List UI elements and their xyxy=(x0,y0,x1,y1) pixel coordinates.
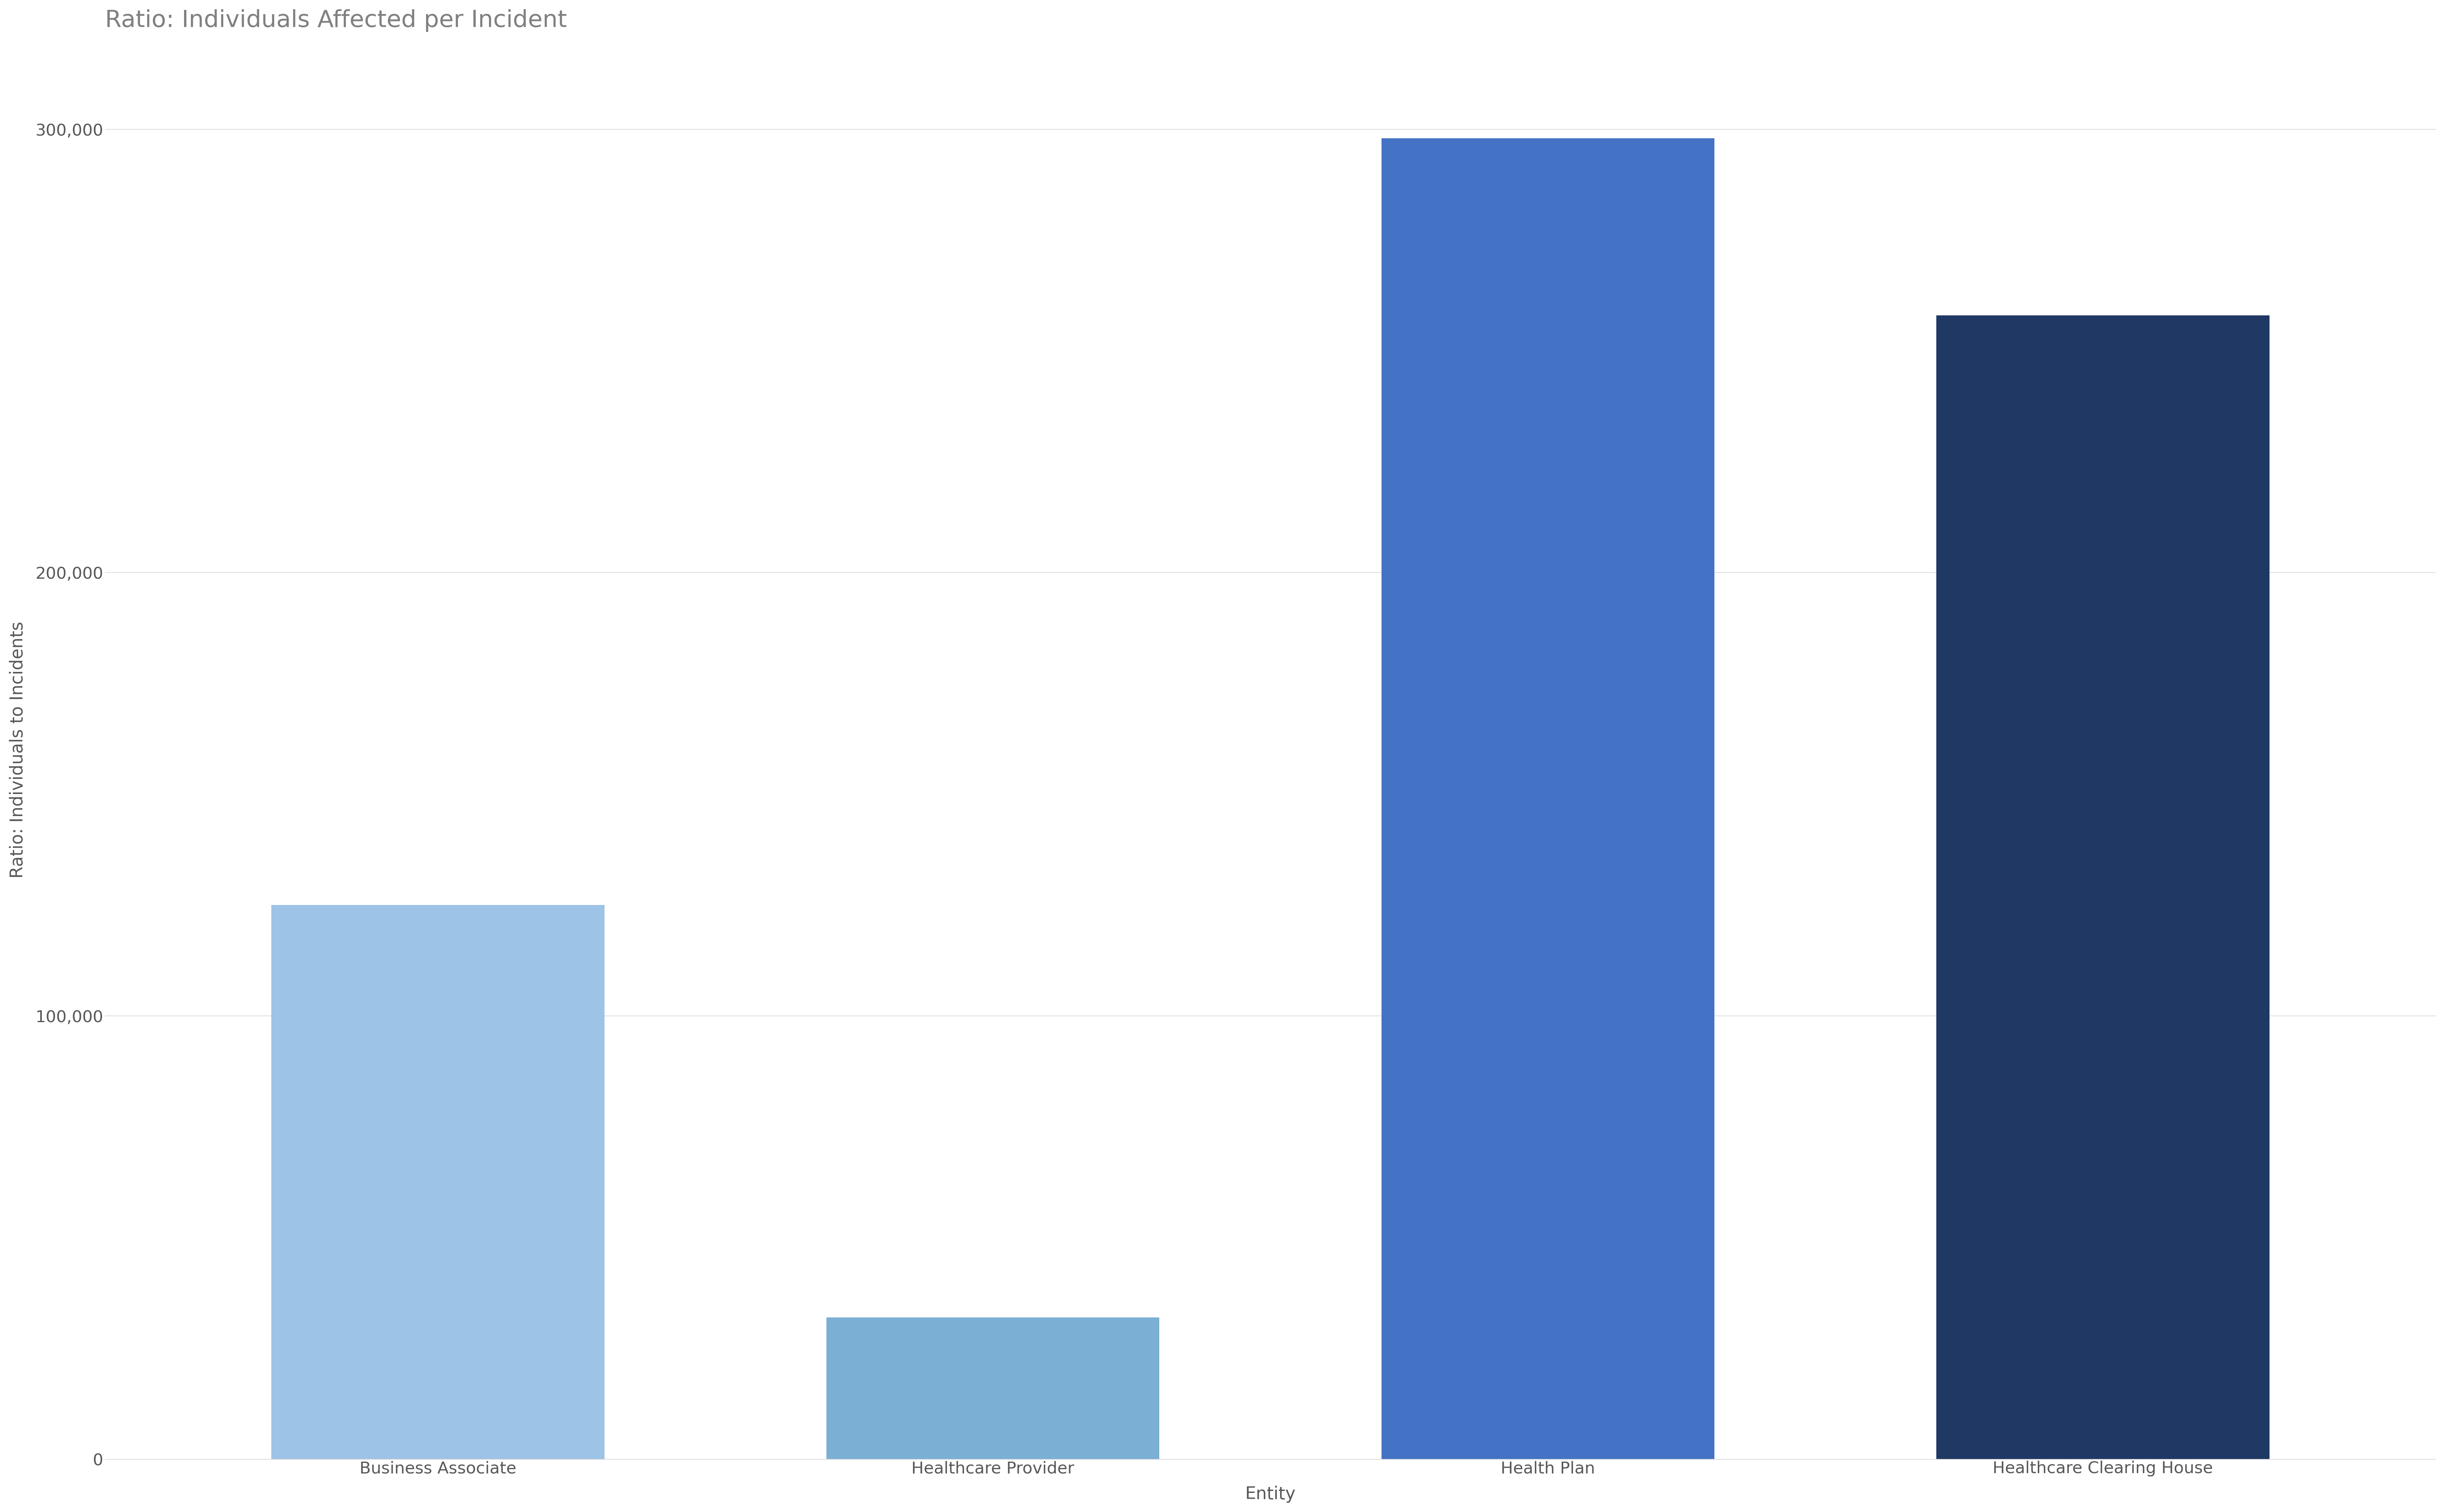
Bar xyxy=(271,906,604,1459)
Bar xyxy=(1936,316,2269,1459)
Y-axis label: Ratio: Individuals to Incidents: Ratio: Individuals to Incidents xyxy=(10,621,27,878)
Bar xyxy=(1381,138,1714,1459)
Text: Ratio: Individuals Affected per Incident: Ratio: Individuals Affected per Incident xyxy=(105,9,567,32)
Bar xyxy=(826,1317,1159,1459)
X-axis label: Entity: Entity xyxy=(1245,1486,1296,1503)
